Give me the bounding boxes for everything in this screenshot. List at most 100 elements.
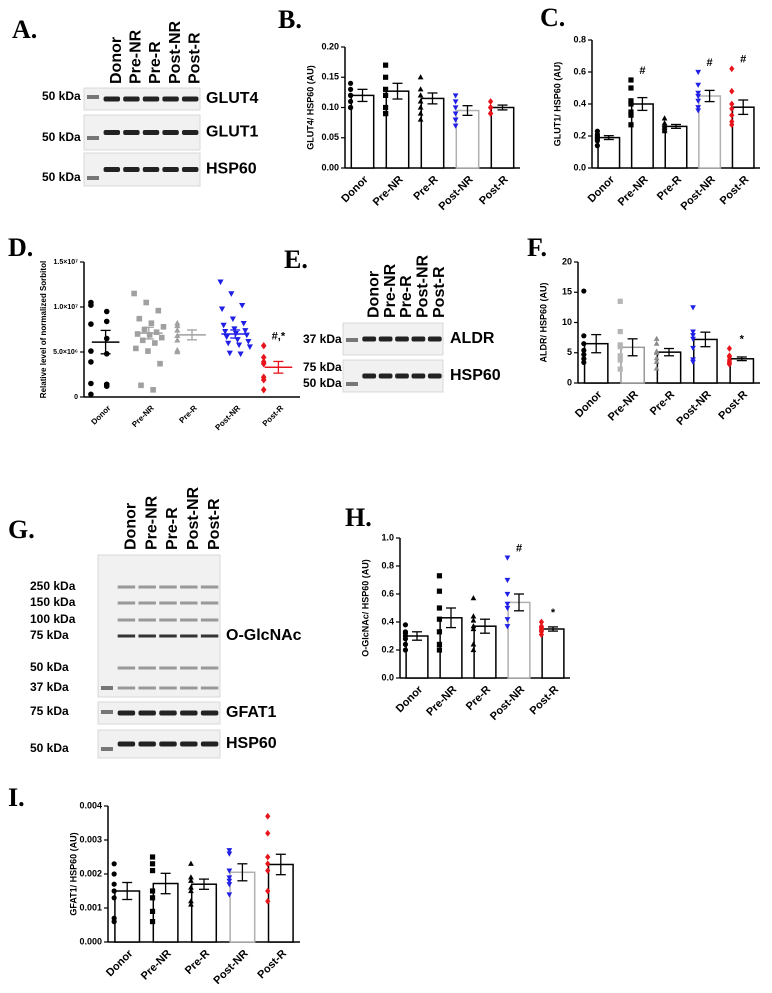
band bbox=[159, 618, 177, 622]
band bbox=[103, 96, 121, 102]
data-point bbox=[690, 359, 696, 365]
data-point bbox=[729, 121, 735, 129]
lane-label: Donor bbox=[123, 503, 140, 550]
data-point bbox=[131, 290, 137, 297]
blot-strip bbox=[97, 554, 221, 698]
data-point bbox=[695, 69, 702, 76]
data-point bbox=[417, 92, 424, 98]
data-point bbox=[139, 337, 146, 344]
blot-row-label: ALDR bbox=[450, 330, 495, 347]
band bbox=[117, 741, 136, 747]
data-point bbox=[417, 74, 424, 80]
x-tick-label: Post-R bbox=[255, 948, 289, 982]
panel-letter: E. bbox=[284, 245, 308, 274]
y-tick-label: 0.0 bbox=[381, 672, 394, 682]
bar bbox=[541, 628, 565, 679]
y-tick-label: 0.004 bbox=[79, 800, 102, 810]
band bbox=[138, 601, 156, 605]
lane-label: Pre-R bbox=[398, 275, 415, 318]
data-point bbox=[111, 888, 117, 894]
bar bbox=[229, 871, 256, 943]
data-point bbox=[695, 82, 702, 88]
data-point bbox=[174, 322, 181, 329]
chart: F. 0 5 10 15 20 ALDR/ HSP60 (AU) Donor Pre-NR Pre… bbox=[527, 233, 760, 428]
marker-label: 75 kDa bbox=[30, 704, 69, 718]
y-tick-label: 15 bbox=[562, 287, 572, 297]
data-point bbox=[436, 647, 443, 653]
data-point bbox=[695, 108, 702, 114]
y-tick-label: 0.20 bbox=[321, 41, 339, 51]
data-point bbox=[188, 884, 194, 890]
data-point bbox=[246, 344, 253, 350]
x-tick-label: Post-NR bbox=[674, 389, 713, 428]
blot-strip bbox=[342, 359, 444, 393]
band bbox=[181, 130, 199, 135]
data-point bbox=[265, 853, 271, 861]
bar bbox=[698, 95, 722, 169]
data-point bbox=[417, 86, 424, 92]
x-tick-label: Pre-NR bbox=[424, 684, 459, 719]
band bbox=[117, 618, 136, 622]
band bbox=[200, 618, 219, 622]
x-tick-label: Pre-R bbox=[464, 684, 493, 713]
data-point bbox=[695, 93, 702, 100]
lane-label: Post-R bbox=[431, 266, 448, 318]
data-point bbox=[148, 320, 155, 326]
data-point bbox=[348, 86, 354, 92]
data-point bbox=[103, 381, 110, 388]
x-tick-label: Post-NR bbox=[679, 174, 718, 213]
chart: I. 0.000 0.001 0.002 0.003 0.004 GFAT1/ HSP60 … bbox=[8, 783, 300, 987]
y-tick-label: 0.2 bbox=[381, 644, 394, 654]
lane-label: Post-R bbox=[186, 32, 203, 84]
data-point bbox=[488, 110, 494, 117]
data-point bbox=[417, 98, 424, 104]
lane-label: Post-NR bbox=[415, 254, 432, 318]
band bbox=[181, 96, 199, 102]
band bbox=[123, 130, 140, 135]
blot-row-label: GFAT1 bbox=[226, 704, 276, 721]
lane-label: Post-NR bbox=[167, 20, 184, 84]
data-point bbox=[690, 329, 696, 335]
data-point bbox=[149, 919, 156, 925]
band bbox=[162, 167, 179, 172]
band bbox=[117, 585, 136, 589]
band bbox=[117, 601, 136, 605]
data-point bbox=[88, 391, 94, 398]
bar bbox=[656, 351, 682, 384]
data-point bbox=[220, 322, 227, 329]
data-point bbox=[155, 307, 162, 314]
x-tick-label: Donor bbox=[394, 683, 426, 715]
data-point bbox=[653, 365, 660, 371]
data-point bbox=[653, 349, 660, 355]
blot-row-label: HSP60 bbox=[450, 367, 501, 384]
x-tick-label: Donor bbox=[586, 173, 618, 205]
band bbox=[159, 710, 177, 716]
data-point bbox=[470, 641, 477, 647]
data-point bbox=[188, 874, 194, 880]
data-point bbox=[470, 646, 477, 653]
x-tick-label: Donor bbox=[89, 404, 112, 427]
data-point bbox=[103, 318, 110, 325]
y-tick-label: 0.05 bbox=[321, 132, 339, 142]
band bbox=[117, 666, 136, 670]
x-tick-label: Post-R bbox=[716, 389, 750, 423]
band bbox=[362, 336, 377, 342]
data-point bbox=[260, 342, 267, 350]
data-point bbox=[348, 104, 354, 111]
data-point bbox=[726, 345, 733, 352]
bar bbox=[267, 863, 294, 943]
band bbox=[138, 618, 156, 622]
significance-label: * bbox=[740, 333, 745, 345]
band bbox=[159, 686, 177, 690]
data-point bbox=[452, 105, 459, 111]
lane-label: Pre-NR bbox=[128, 29, 145, 84]
data-point bbox=[143, 299, 150, 306]
data-point bbox=[581, 359, 587, 366]
band bbox=[180, 741, 198, 747]
marker-label: 50 kDa bbox=[42, 89, 81, 103]
y-tick-label: 0.0 bbox=[573, 162, 586, 172]
data-point bbox=[628, 109, 634, 115]
band bbox=[117, 634, 136, 638]
blot-row-label: HSP60 bbox=[226, 735, 277, 752]
data-point bbox=[504, 577, 511, 584]
